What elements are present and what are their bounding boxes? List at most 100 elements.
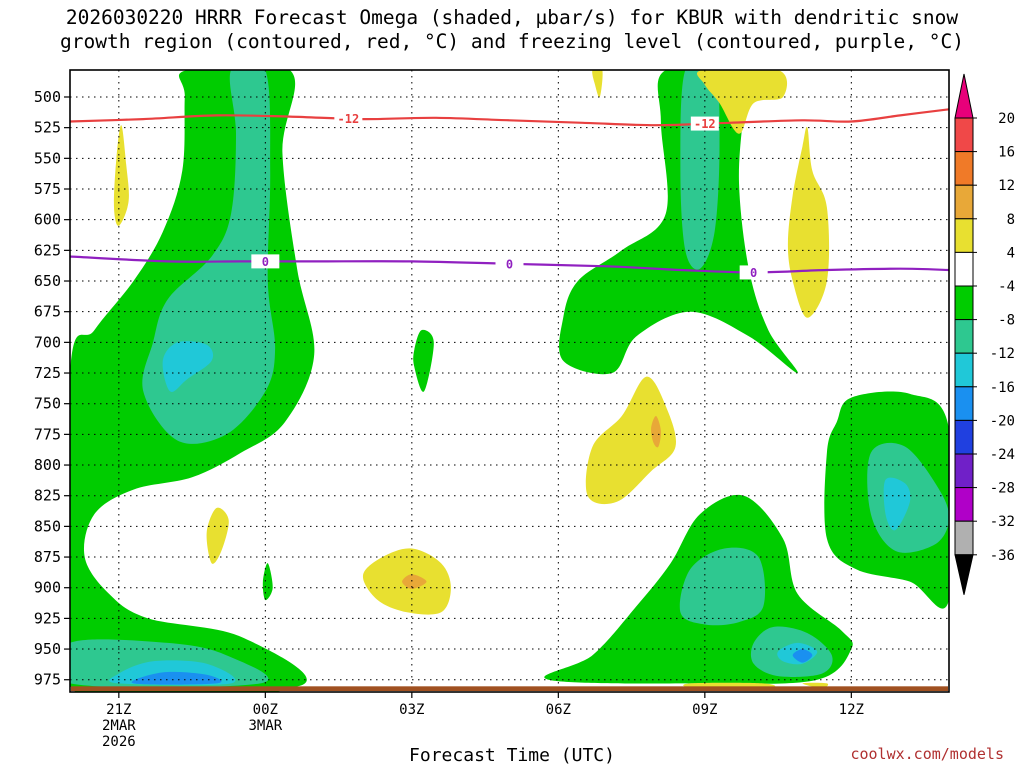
contour-label-bg — [334, 111, 363, 126]
colorbar-swatch — [954, 251, 974, 287]
y-tick-label: 875 — [34, 548, 61, 566]
colorbar-label: -28 — [990, 481, 1015, 497]
y-tick-label: 775 — [34, 425, 61, 443]
y-tick-label: 600 — [34, 211, 61, 229]
omega-region-14 — [883, 477, 911, 531]
colorbar-label: 4 — [1007, 245, 1015, 261]
temperature-contours: -12 -12 0 0 0 — [70, 108, 949, 280]
x-tick-sublabel: 2026 — [102, 734, 136, 750]
y-tick-label: 850 — [34, 517, 61, 535]
y-tick-label: 650 — [34, 272, 61, 290]
colorbar-swatch — [954, 352, 974, 388]
omega-region-4 — [413, 329, 434, 392]
colorbar-bottom-arrow — [954, 554, 974, 595]
contour-label: 0 — [262, 255, 269, 269]
omega-region-18 — [113, 125, 129, 226]
grid-lines — [70, 70, 949, 692]
y-tick-label: 725 — [34, 364, 61, 382]
y-tick-label: 750 — [34, 395, 61, 413]
omega-region-19 — [787, 126, 830, 318]
omega-region-27 — [651, 415, 661, 448]
y-tick-label: 550 — [34, 149, 61, 167]
colorbar-swatch — [954, 151, 974, 186]
colorbar-label: -36 — [990, 548, 1015, 564]
y-tick-label: 925 — [34, 609, 61, 627]
colorbar-label: -16 — [990, 380, 1015, 396]
x-tick-label: 00Z — [253, 702, 278, 718]
contour-label-bg — [495, 256, 524, 271]
contour-label: 0 — [506, 257, 513, 271]
colorbar-label: 8 — [1007, 212, 1015, 228]
omega-region-23 — [592, 70, 603, 98]
colorbar-swatch — [954, 419, 974, 455]
y-axis-ticks: 500 525 550 575 600 625 650 675 700 725 750 775 800 8… — [34, 88, 70, 689]
omega-region-22 — [206, 507, 229, 564]
x-tick-label: 21Z — [106, 702, 131, 718]
terrain-layer — [71, 686, 948, 691]
y-tick-label: 825 — [34, 487, 61, 505]
y-tick-label: 625 — [34, 241, 61, 259]
y-tick-label: 950 — [34, 640, 61, 658]
plot-frame — [69, 69, 950, 693]
y-tick-label: 975 — [34, 671, 61, 689]
contour-label: 0 — [750, 266, 757, 280]
x-tick-label: 12Z — [839, 702, 864, 718]
colorbar-swatch — [954, 386, 974, 421]
contour-label-bg — [690, 116, 719, 131]
colorbar-label: 20 — [998, 111, 1015, 127]
y-tick-label: 575 — [34, 180, 61, 198]
y-tick-label: 800 — [34, 456, 61, 474]
colorbar-swatch — [954, 218, 974, 253]
omega-region-16 — [131, 671, 222, 685]
y-tick-label: 700 — [34, 333, 61, 351]
credit-link[interactable]: coolwx.com/models — [850, 745, 1004, 763]
omega-region-17 — [792, 649, 813, 663]
colorbar-swatch — [954, 487, 974, 522]
colorbar-label: -20 — [990, 413, 1015, 429]
contour-line-0 — [70, 255, 949, 274]
omega-region-20 — [585, 376, 677, 505]
colorbar-swatch — [954, 520, 974, 556]
x-tick-label: 09Z — [692, 702, 717, 718]
chart-title: 2026030220 HRRR Forecast Omega (shaded, … — [0, 6, 1024, 54]
x-tick-label: 06Z — [546, 702, 571, 718]
contour-label-bg — [739, 265, 768, 280]
colorbar-swatch — [954, 285, 974, 321]
colorbar-top-arrow — [954, 73, 974, 119]
colorbar-label: -12 — [990, 346, 1015, 362]
colorbar-swatch — [954, 319, 974, 354]
omega-region-1 — [559, 70, 798, 375]
y-tick-label: 675 — [34, 303, 61, 321]
colorbar-label: 16 — [998, 145, 1015, 161]
title-line-2: growth region (contoured, red, °C) and f… — [60, 30, 964, 53]
x-tick-label: 03Z — [399, 702, 424, 718]
colorbar-swatch — [954, 117, 974, 153]
title-line-1: 2026030220 HRRR Forecast Omega (shaded, … — [65, 6, 959, 29]
y-tick-label: 525 — [34, 119, 61, 137]
contour-label: -12 — [694, 117, 716, 131]
y-tick-label: 500 — [34, 88, 61, 106]
contour-line--12 — [70, 108, 949, 127]
colorbar-label: -4 — [998, 279, 1015, 295]
x-tick-sublabel: 2MAR — [102, 718, 136, 734]
contour-label: -12 — [338, 112, 360, 126]
x-tick-sublabel: 3MAR — [248, 718, 282, 734]
colorbar-label: -8 — [998, 313, 1015, 329]
x-axis-label: Forecast Time (UTC) — [409, 745, 615, 766]
y-tick-label: 900 — [34, 579, 61, 597]
colorbar-label: -32 — [990, 514, 1015, 530]
omega-region-8 — [679, 547, 766, 626]
contour-label-bg — [251, 254, 280, 269]
colorbar: 20 16 12 8 4 -4 -8 -12 -16 -20 -24 -28 -32 -36 — [954, 73, 1015, 595]
omega-region-24 — [697, 70, 788, 134]
colorbar-swatch — [954, 184, 974, 220]
colorbar-swatch — [954, 453, 974, 489]
omega-region-5 — [262, 563, 273, 601]
colorbar-label: -24 — [990, 447, 1015, 463]
terrain-surface — [71, 686, 948, 691]
omega-shading — [70, 70, 949, 692]
omega-region-12 — [162, 341, 214, 392]
omega-region-28 — [402, 574, 427, 589]
